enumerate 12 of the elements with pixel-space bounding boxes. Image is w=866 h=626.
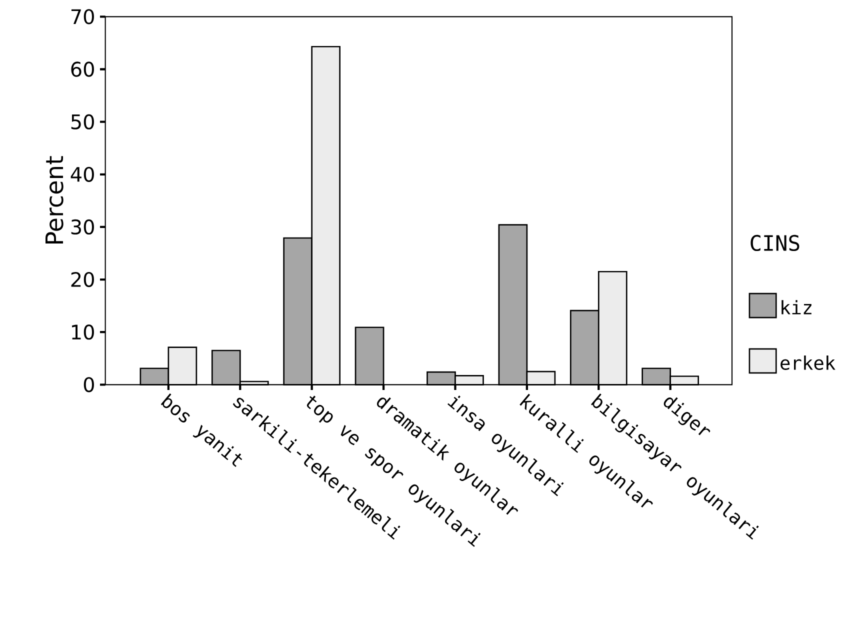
legend-label: erkek <box>780 356 836 370</box>
legend-label: kiz <box>782 300 812 314</box>
y-tick-label: 60 <box>71 62 94 77</box>
y-tick-label: 30 <box>71 219 94 235</box>
y-tick-label: 40 <box>70 166 94 182</box>
y-tick-label: 50 <box>71 114 94 130</box>
y-tick-label: 0 <box>84 377 94 392</box>
y-tick-label: 70 <box>71 9 94 24</box>
y-tick-label: 10 <box>72 324 94 340</box>
legend-title: CINS <box>750 234 800 252</box>
y-axis-title: Percent <box>46 156 64 244</box>
y-tick-label: 20 <box>71 272 94 288</box>
